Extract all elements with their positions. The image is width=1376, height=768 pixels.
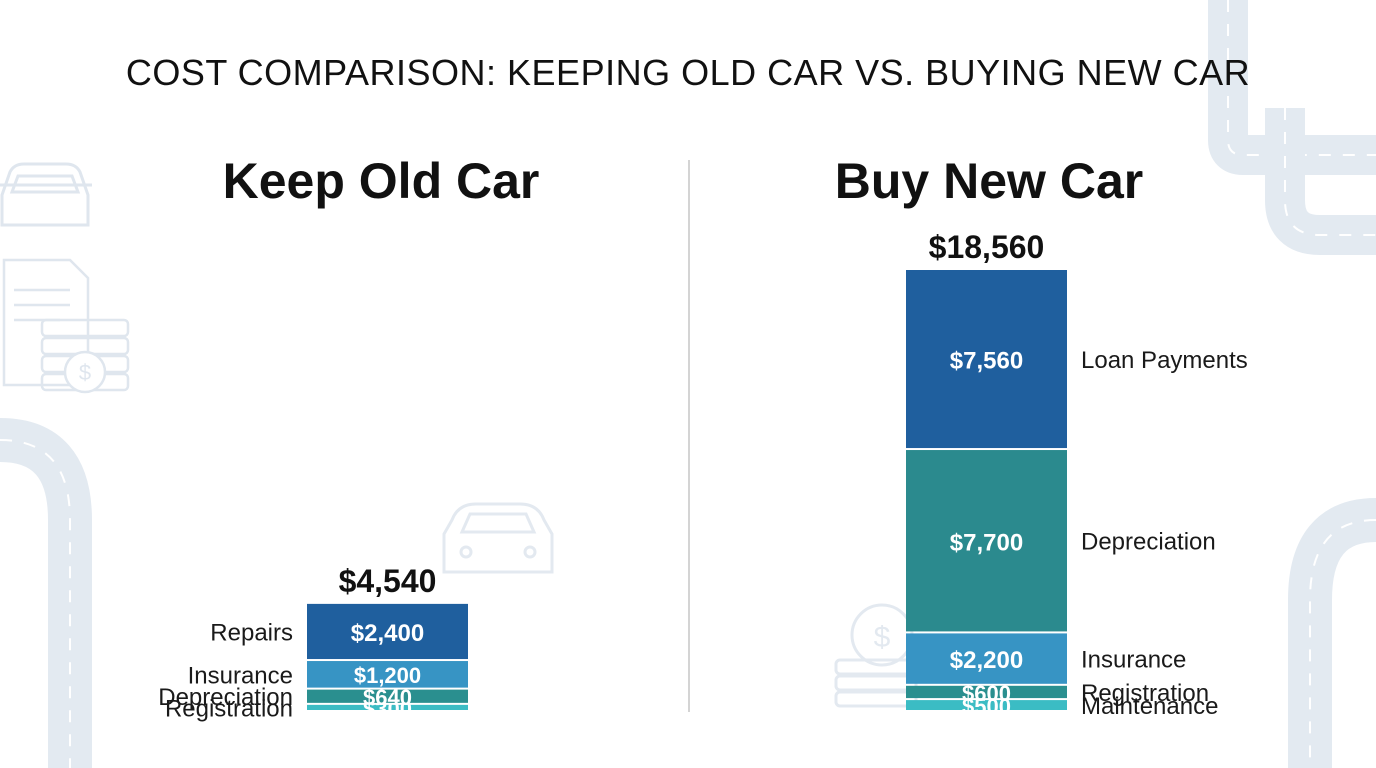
svg-text:$: $ — [79, 360, 91, 385]
road-left-decoration — [0, 418, 92, 768]
total-label: $4,540 — [339, 563, 437, 599]
category-label: Repairs — [210, 619, 293, 646]
bar-value-label: $7,700 — [950, 529, 1023, 556]
bar-segment-loan-payments — [906, 270, 1067, 449]
bar-value-label: $500 — [962, 694, 1011, 719]
keep-old-car-title: Keep Old Car — [222, 153, 540, 209]
category-label: Registration — [165, 695, 293, 722]
bar-segment-maintenance — [906, 700, 1067, 710]
panel-divider — [688, 160, 690, 712]
bar-segment-repairs — [307, 603, 468, 660]
category-label: Maintenance — [1081, 693, 1218, 720]
document-icon — [2, 258, 90, 387]
road-bottomright-decoration — [1288, 498, 1376, 768]
road-topright-decoration — [1208, 0, 1376, 255]
bar-segment-insurance — [906, 633, 1067, 684]
category-label: Insurance — [1081, 647, 1186, 674]
category-label: Depreciation — [158, 684, 293, 711]
category-label: Depreciation — [1081, 529, 1216, 556]
bar-value-label: $2,400 — [351, 620, 424, 647]
car-outline-icon — [442, 502, 554, 574]
category-label: Insurance — [188, 662, 293, 689]
category-label: Registration — [1081, 680, 1209, 707]
bar-segment-insurance — [307, 661, 468, 688]
page-title: COST COMPARISON: KEEPING OLD CAR VS. BUY… — [125, 52, 1251, 93]
total-label: $18,560 — [929, 229, 1045, 265]
bar-segment-registration — [906, 685, 1067, 699]
bar-value-label: $600 — [962, 681, 1011, 706]
bar-segment-depreciation — [906, 450, 1067, 632]
category-label: Loan Payments — [1081, 347, 1248, 374]
bar-value-label: $7,560 — [950, 348, 1023, 375]
svg-text:$: $ — [874, 621, 891, 654]
buy-new-car-title: Buy New Car — [834, 153, 1144, 209]
car-icon — [0, 162, 92, 227]
bar-value-label: $640 — [363, 685, 412, 710]
bar-value-label: $1,200 — [354, 663, 421, 688]
coins-icon: $ — [40, 318, 130, 394]
bar-value-label: $2,200 — [950, 647, 1023, 674]
bar-segment-depreciation — [307, 689, 468, 703]
bar-segment-registration — [307, 704, 468, 710]
